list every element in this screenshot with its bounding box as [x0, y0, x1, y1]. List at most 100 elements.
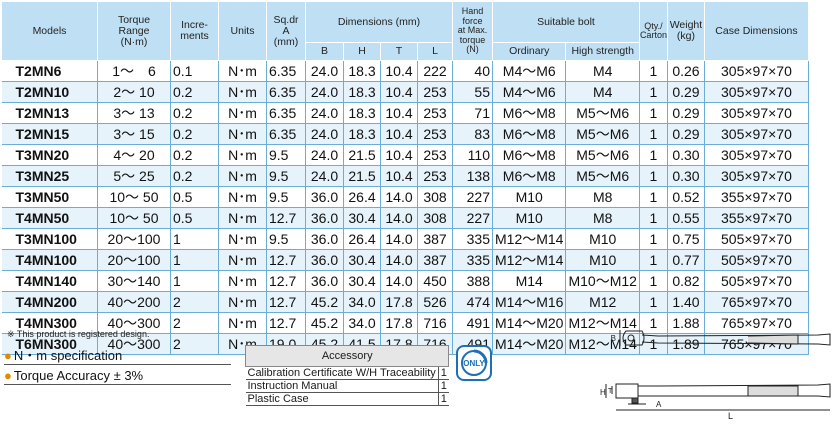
- cell-unit: N･m: [218, 249, 267, 271]
- cell-model: T6MN300: [1, 333, 98, 355]
- cell-unit: N･m: [218, 60, 267, 82]
- accessory-title: Accessory: [244, 345, 450, 367]
- table-row: T2MN10 2～ 10 0.2 N･m 6.35 24.0 18.3 10.4 253 55 M4…: [1, 81, 809, 103]
- cell-l: 387: [417, 249, 453, 271]
- cell-case: 305×97×70: [704, 165, 809, 187]
- cell-inc: 0.2: [170, 165, 219, 187]
- wrench-drawing: B H T A L: [600, 330, 831, 421]
- cell-l: 450: [417, 270, 453, 292]
- table-row: T4MN200 40～200 2 N･m 12.7 45.2 34.0 17.8 526 474 M…: [1, 291, 809, 313]
- cell-high: M5～M6: [565, 144, 640, 166]
- cell-force: 71: [452, 102, 493, 124]
- header-suitable-bolt: Suitable bolt: [492, 1, 640, 43]
- wrench-top-view: [619, 330, 831, 346]
- cell-high: M4: [565, 60, 640, 82]
- cell-case: 355×97×70: [704, 207, 809, 229]
- header-dim-b: B: [305, 42, 344, 61]
- header-weight: Weight (kg): [666, 1, 705, 61]
- cell-model: T2MN6: [1, 60, 98, 82]
- cell-model: T4MN200: [1, 291, 98, 313]
- cell-h: 21.5: [343, 144, 381, 166]
- header-units: Units: [218, 1, 267, 61]
- cell-unit: N･m: [218, 144, 267, 166]
- header-qty: Qty./Carton: [638, 1, 668, 61]
- cell-unit: N･m: [218, 186, 267, 208]
- header-dim-h: H: [343, 42, 381, 61]
- cell-case: 305×97×70: [704, 60, 809, 82]
- cell-sq: 6.35: [266, 60, 306, 82]
- header-dimensions: Dimensions (mm): [305, 1, 453, 43]
- cell-case: 505×97×70: [704, 270, 809, 292]
- accessory-qty: 1: [437, 366, 449, 380]
- cell-l: 308: [417, 186, 453, 208]
- table-row: T3MN100 20～100 1 N･m 9.5 36.0 26.4 14.0 387 335 M1…: [1, 228, 809, 250]
- header-dim-t: T: [380, 42, 418, 61]
- cell-qty: 1: [639, 144, 668, 166]
- cell-wt: 0.82: [667, 270, 705, 292]
- cell-ord: M14～M20: [492, 312, 567, 334]
- cell-l: 253: [417, 123, 453, 145]
- cell-unit: N･m: [218, 207, 267, 229]
- cell-wt: 0.77: [667, 249, 705, 271]
- cell-inc: 0.2: [170, 81, 219, 103]
- cell-range: 20～100: [97, 228, 171, 250]
- cell-qty: 1: [639, 102, 668, 124]
- cell-high: M4: [565, 81, 640, 103]
- cell-inc: 0.1: [170, 60, 219, 82]
- cell-qty: 1: [639, 291, 668, 313]
- cell-model: T3MN20: [1, 144, 98, 166]
- cell-inc: 2: [170, 312, 219, 334]
- cell-high: M12: [565, 291, 640, 313]
- cell-qty: 1: [639, 333, 668, 355]
- cell-force: 491: [452, 312, 493, 334]
- cell-ord: M12～M14: [492, 228, 567, 250]
- wrench-side-view: [605, 383, 831, 411]
- cell-sq: 9.5: [266, 186, 306, 208]
- svg-text:L: L: [728, 411, 733, 421]
- cell-b: 24.0: [305, 165, 344, 187]
- cell-h: 30.4: [343, 207, 381, 229]
- table-row: T4MN140 30～140 1 N･m 12.7 36.0 30.4 14.0 450 388 M…: [1, 270, 809, 292]
- cell-h: 18.3: [343, 81, 381, 103]
- cell-t: 17.8: [380, 312, 418, 334]
- cell-wt: 1.89: [667, 333, 705, 355]
- cell-range: 5～ 25: [97, 165, 171, 187]
- cell-qty: 1: [639, 186, 668, 208]
- cell-t: 14.0: [380, 228, 418, 250]
- cell-t: 14.0: [380, 186, 418, 208]
- cell-ord: M4～M6: [492, 81, 567, 103]
- cell-l: 716: [417, 312, 453, 334]
- cell-b: 24.0: [305, 81, 344, 103]
- cell-case: 765×97×70: [704, 291, 809, 313]
- table-row: T4MN50 10～ 50 0.5 N･m 12.7 36.0 30.4 14.0 308 227…: [1, 207, 809, 229]
- cell-range: 3～ 13: [97, 102, 171, 124]
- cell-qty: 1: [639, 270, 668, 292]
- cell-qty: 1: [639, 60, 668, 82]
- cell-model: T2MN10: [1, 81, 98, 103]
- cell-range: 40～300: [97, 333, 171, 355]
- cell-l: 222: [417, 60, 453, 82]
- cell-unit: N･m: [218, 312, 267, 334]
- header-case-dimensions: Case Dimensions: [703, 1, 809, 61]
- cell-high: M10: [565, 228, 640, 250]
- header-models: Models: [1, 1, 98, 61]
- cell-ord: M6～M8: [492, 144, 567, 166]
- cell-wt: 0.29: [667, 102, 705, 124]
- cell-qty: 1: [639, 207, 668, 229]
- table-row: T3MN50 10～ 50 0.5 N･m 9.5 36.0 26.4 14.0 308 227 M…: [1, 186, 809, 208]
- cell-t: 10.4: [380, 60, 418, 82]
- cell-model: T4MN140: [1, 270, 98, 292]
- cell-model: T2MN13: [1, 102, 98, 124]
- cell-force: 55: [452, 81, 493, 103]
- cell-case: 305×97×70: [704, 123, 809, 145]
- cell-wt: 0.26: [667, 60, 705, 82]
- cell-force: 227: [452, 186, 493, 208]
- cell-inc: 1: [170, 228, 219, 250]
- table-row: T2MN6 1～ 6 0.1 N･m 6.35 24.0 18.3 10.4 222 40 M4～M…: [1, 60, 809, 82]
- cell-ord: M6～M8: [492, 123, 567, 145]
- cell-wt: 0.52: [667, 186, 705, 208]
- cell-sq: 6.35: [266, 123, 306, 145]
- feature-accuracy: ● Torque Accuracy ± 3%: [4, 367, 231, 385]
- cell-unit: N･m: [218, 165, 267, 187]
- table-row: T3MN25 5～ 25 0.2 N･m 9.5 24.0 21.5 10.4 253 138 M6…: [1, 165, 809, 187]
